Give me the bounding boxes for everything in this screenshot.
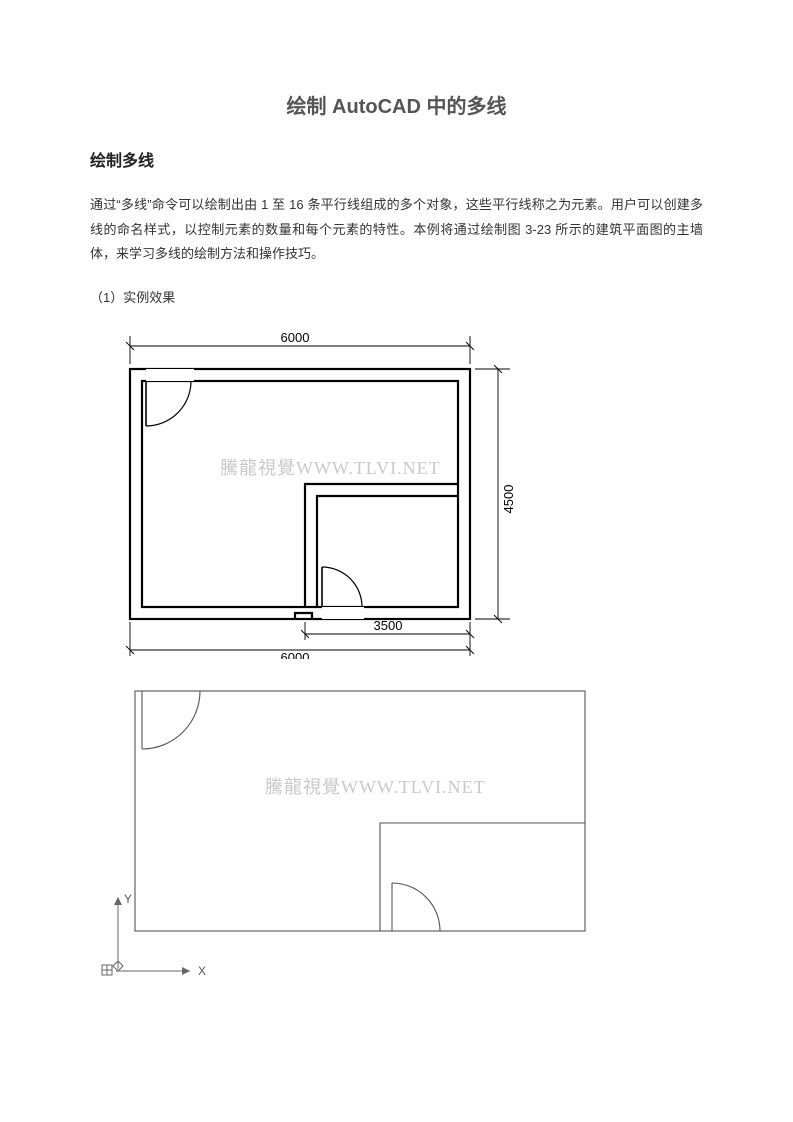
section-subtitle: 绘制多线 [90,147,703,171]
intro-paragraph: 通过“多线”命令可以绘制出由 1 至 16 条平行线组成的多个对象，这些平行线称… [90,193,703,267]
watermark-fig1: 騰龍視覺WWW.TLVI.NET [220,458,441,478]
door-top-left-2 [142,691,200,749]
dim-bottom-inner-text: 3500 [374,618,403,633]
door-top-left [146,369,194,426]
ucs-icon [102,897,190,975]
document-page: 绘制 AutoCAD 中的多线 绘制多线 通过“多线”命令可以绘制出由 1 至 … [0,0,793,1122]
figure-2-floorplan: X Y 騰龍視覺WWW.TLVI.NET [90,683,600,983]
watermark-fig2: 騰龍視覺WWW.TLVI.NET [265,777,486,797]
plan-outline [135,691,585,931]
step-1-label: （1）实例效果 [90,287,703,306]
outer-wall [130,369,470,619]
inner-room-wall [305,484,458,607]
dim-right-text: 4500 [501,485,516,514]
dim-bottom-outer-text: 6000 [281,650,310,659]
axis-y-label: Y [124,892,132,906]
page-title: 绘制 AutoCAD 中的多线 [90,90,703,119]
door-inner-room [322,567,364,619]
dim-top-text: 6000 [281,330,310,345]
axis-x-label: X [198,964,206,978]
figure-1-floorplan: 6000 4500 3500 6000 [90,324,530,659]
door-inner-2 [392,883,440,931]
